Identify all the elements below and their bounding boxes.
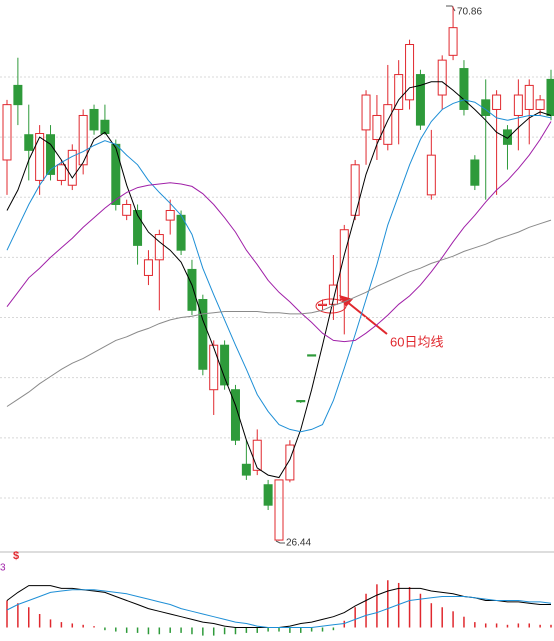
- candle-body: [513, 94, 523, 116]
- candle-body: [405, 44, 415, 101]
- candle-body: [263, 484, 273, 506]
- candle-body: [274, 479, 284, 541]
- arrow-shaft: [345, 300, 388, 335]
- candle-body: [361, 94, 371, 131]
- candle-body: [437, 59, 447, 96]
- candle-body: [154, 234, 164, 261]
- ma-line: [6, 219, 552, 407]
- candle-body: [122, 203, 132, 216]
- high-leader: [446, 5, 456, 12]
- candle-body: [318, 303, 328, 307]
- candle-body: [546, 78, 554, 116]
- candle-body: [24, 134, 34, 151]
- ma-line: [6, 99, 552, 433]
- candle-body: [220, 344, 230, 386]
- candle-body: [502, 129, 512, 145]
- candle-body: [100, 119, 110, 135]
- candle-body: [56, 164, 66, 181]
- candle-body: [470, 159, 480, 186]
- high-label: 70.86: [457, 7, 482, 18]
- candle-body: [492, 94, 502, 110]
- candle-body: [339, 229, 349, 300]
- candle-body: [78, 114, 88, 166]
- sub-label: 3: [0, 563, 6, 574]
- candle-body: [459, 68, 469, 110]
- ma60-annotation: 60日均线: [390, 334, 443, 349]
- candle-body: [187, 268, 197, 311]
- candle-body: [133, 209, 143, 246]
- sub-marker: $: [13, 550, 19, 562]
- candle-body: [372, 114, 382, 141]
- candle-body: [198, 298, 208, 370]
- candle-body: [394, 74, 404, 110]
- candle-body: [35, 133, 45, 181]
- candle-body: [296, 400, 306, 403]
- ma-line: [6, 81, 552, 479]
- candle-body: [67, 149, 77, 186]
- candle-body: [209, 344, 219, 391]
- low-label: 26.44: [286, 538, 311, 549]
- ma-line: [6, 121, 552, 343]
- candle-body: [448, 27, 458, 56]
- candle-body: [415, 74, 425, 126]
- candle-body: [524, 84, 534, 110]
- candle-body: [285, 444, 295, 481]
- ma-line: [6, 589, 552, 628]
- candle-body: [111, 143, 121, 205]
- candle-body: [241, 463, 251, 476]
- candle-body: [165, 209, 175, 221]
- candle-body: [89, 108, 99, 131]
- candle-body: [481, 99, 491, 116]
- low-leader: [275, 540, 285, 544]
- candle-body: [535, 99, 545, 110]
- candle-body: [2, 104, 12, 161]
- candle-body: [252, 439, 262, 471]
- candle-body: [426, 154, 436, 196]
- candle-body: [13, 84, 23, 106]
- candle-body: [307, 354, 317, 357]
- candle-body: [328, 284, 338, 305]
- candle-body: [383, 104, 393, 145]
- candle-body: [230, 389, 240, 441]
- candle-body: [143, 259, 153, 276]
- candle-body: [46, 134, 56, 175]
